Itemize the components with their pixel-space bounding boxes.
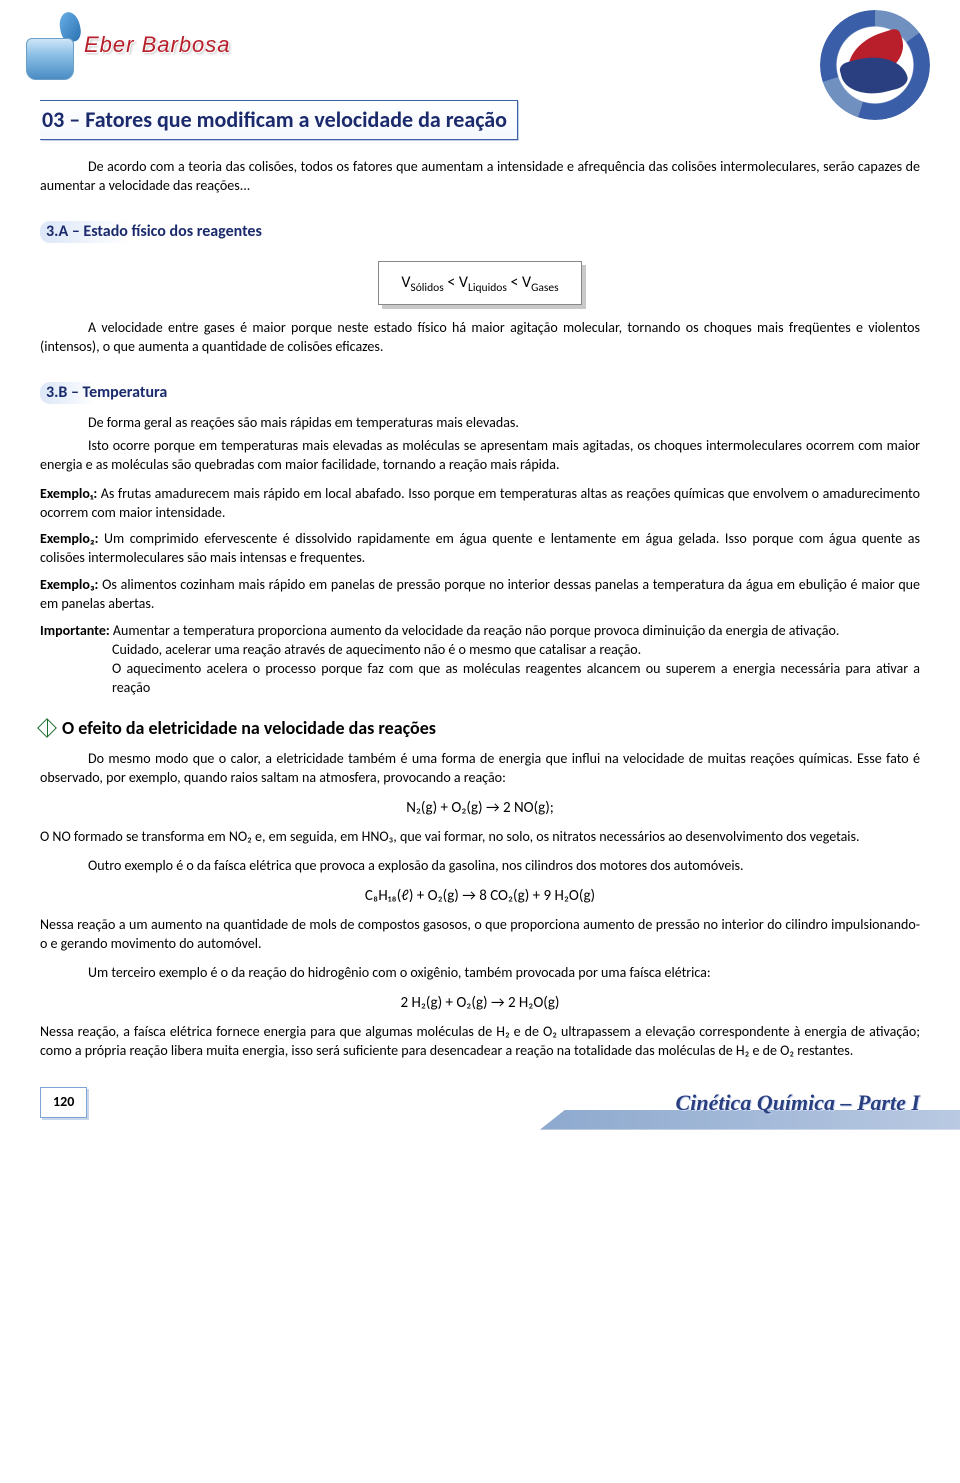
subheading-electricity-text: O efeito da eletricidade na velocidade d… bbox=[62, 716, 436, 740]
intro-paragraph: De acordo com a teoria das colisões, tod… bbox=[40, 158, 920, 196]
important-block: Importante: Aumentar a temperatura propo… bbox=[40, 622, 920, 698]
subheading-3a: 3.A – Estado físico dos reagentes bbox=[40, 221, 292, 243]
equation-3: 2 H₂(g) + O₂(g) → 2 H₂O(g) bbox=[40, 993, 920, 1013]
important-text-3: O aquecimento acelera o processo porque … bbox=[40, 660, 920, 698]
page-footer: 120 Cinética Química – Parte I bbox=[40, 1087, 920, 1118]
example-2: Exemplo₂: Um comprimido efervescente é d… bbox=[40, 530, 920, 568]
sec-c-p4: Nessa reação a um aumento na quantidade … bbox=[40, 916, 920, 954]
formula-box-states: VSólidos < VLiquidos < VGases bbox=[378, 261, 581, 305]
sec-b-para1: Isto ocorre porque em temperaturas mais … bbox=[40, 437, 920, 475]
diamond-bullet-icon bbox=[40, 721, 54, 735]
formula-text: VSólidos < VLiquidos < VGases bbox=[401, 273, 558, 292]
example3-text: Os alimentos cozinham mais rápido em pan… bbox=[40, 576, 920, 612]
sec-c-p2: O NO formado se transforma em NO₂ e, em … bbox=[40, 828, 920, 847]
important-text-2: Cuidado, acelerar uma reação através de … bbox=[40, 641, 920, 660]
main-section-title: 03 – Fatores que modificam a velocidade … bbox=[40, 100, 518, 140]
important-text-1: Aumentar a temperatura proporciona aumen… bbox=[113, 622, 839, 639]
example2-label: Exemplo₂: bbox=[40, 530, 98, 547]
important-label: Importante: bbox=[40, 622, 110, 639]
brand-logo-right bbox=[820, 10, 930, 120]
brand-name: Eber Barbosa bbox=[84, 30, 231, 60]
example3-label: Exemplo₃: bbox=[40, 576, 98, 593]
sec-c-p6: Nessa reação, a faísca elétrica fornece … bbox=[40, 1023, 920, 1061]
sec-a-text: A velocidade entre gases é maior porque … bbox=[40, 319, 920, 357]
page-number: 120 bbox=[40, 1087, 87, 1118]
sec-b-lead: De forma geral as reações são mais rápid… bbox=[40, 414, 920, 433]
example2-text: Um comprimido efervescente é dissolvido … bbox=[40, 530, 920, 566]
sec-c-p5: Um terceiro exemplo é o da reação do hid… bbox=[40, 964, 920, 983]
example-1: Exemplo₁: As frutas amadurecem mais rápi… bbox=[40, 485, 920, 523]
footer-title: Cinética Química – Parte I bbox=[676, 1088, 920, 1118]
subheading-3b: 3.B – Temperatura bbox=[40, 382, 197, 404]
sec-b-lead-text: De forma geral as reações são mais rápid… bbox=[88, 414, 519, 431]
subheading-electricity: O efeito da eletricidade na velocidade d… bbox=[40, 716, 920, 740]
equation-1: N₂(g) + O₂(g) → 2 NO(g); bbox=[40, 798, 920, 818]
page-header: Eber Barbosa bbox=[40, 10, 920, 100]
example-3: Exemplo₃: Os alimentos cozinham mais ráp… bbox=[40, 576, 920, 614]
example1-text: As frutas amadurecem mais rápido em loca… bbox=[40, 485, 920, 521]
example1-label: Exemplo₁: bbox=[40, 485, 97, 502]
sec-c-p1: Do mesmo modo que o calor, a eletricidad… bbox=[40, 750, 920, 788]
beaker-icon bbox=[20, 10, 80, 80]
swoosh-icon bbox=[838, 30, 912, 100]
sec-c-p3: Outro exemplo é o da faísca elétrica que… bbox=[40, 857, 920, 876]
brand-logo-left: Eber Barbosa bbox=[20, 10, 231, 80]
equation-2: C₈H₁₈(ℓ) + O₂(g) → 8 CO₂(g) + 9 H₂O(g) bbox=[40, 886, 920, 906]
